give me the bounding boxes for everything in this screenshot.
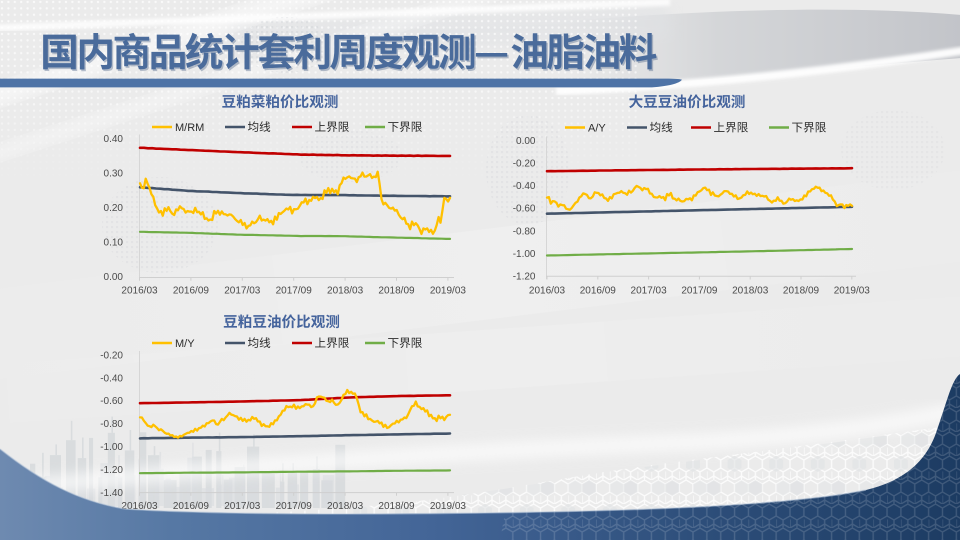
svg-text:0.20: 0.20 — [104, 203, 124, 214]
svg-text:2018/03: 2018/03 — [327, 286, 364, 297]
svg-text:-1.20: -1.20 — [100, 465, 123, 476]
svg-text:2016/03: 2016/03 — [121, 286, 158, 297]
svg-text:-0.60: -0.60 — [513, 204, 536, 215]
svg-text:2017/09: 2017/09 — [276, 501, 313, 512]
svg-text:-0.40: -0.40 — [100, 373, 123, 384]
svg-text:2016/09: 2016/09 — [173, 286, 210, 297]
svg-text:0.00: 0.00 — [516, 136, 536, 147]
svg-text:0.30: 0.30 — [104, 168, 124, 179]
svg-text:0.10: 0.10 — [104, 237, 124, 248]
svg-text:2017/03: 2017/03 — [224, 501, 261, 512]
svg-text:M/Y: M/Y — [175, 338, 195, 350]
svg-text:2018/09: 2018/09 — [783, 286, 820, 297]
svg-text:2018/03: 2018/03 — [732, 286, 769, 297]
svg-text:2016/03: 2016/03 — [121, 501, 158, 512]
svg-text:2018/09: 2018/09 — [378, 501, 415, 512]
svg-text:2016/09: 2016/09 — [173, 501, 210, 512]
svg-text:-1.40: -1.40 — [100, 488, 123, 499]
svg-text:2019/03: 2019/03 — [834, 286, 871, 297]
svg-text:M/RM: M/RM — [175, 122, 204, 134]
svg-text:A/Y: A/Y — [588, 122, 606, 134]
svg-text:2018/09: 2018/09 — [378, 286, 415, 297]
svg-text:-0.60: -0.60 — [100, 396, 123, 407]
svg-text:2017/09: 2017/09 — [681, 286, 718, 297]
svg-text:2016/09: 2016/09 — [580, 286, 617, 297]
svg-text:2017/09: 2017/09 — [276, 286, 313, 297]
svg-text:-1.00: -1.00 — [513, 249, 536, 260]
svg-text:0.00: 0.00 — [104, 272, 124, 283]
svg-text:2016/03: 2016/03 — [529, 286, 566, 297]
svg-text:-0.80: -0.80 — [513, 226, 536, 237]
svg-text:-1.20: -1.20 — [513, 272, 536, 283]
svg-text:0.40: 0.40 — [104, 134, 124, 145]
svg-text:-0.40: -0.40 — [513, 181, 536, 192]
svg-text:2018/03: 2018/03 — [327, 501, 364, 512]
svg-text:2017/03: 2017/03 — [631, 286, 668, 297]
svg-text:-0.20: -0.20 — [513, 159, 536, 170]
svg-text:-0.80: -0.80 — [100, 419, 123, 430]
svg-text:-0.20: -0.20 — [100, 350, 123, 361]
svg-text:2019/03: 2019/03 — [430, 501, 467, 512]
svg-text:2019/03: 2019/03 — [430, 286, 467, 297]
svg-text:2017/03: 2017/03 — [224, 286, 261, 297]
svg-text:-1.00: -1.00 — [100, 442, 123, 453]
